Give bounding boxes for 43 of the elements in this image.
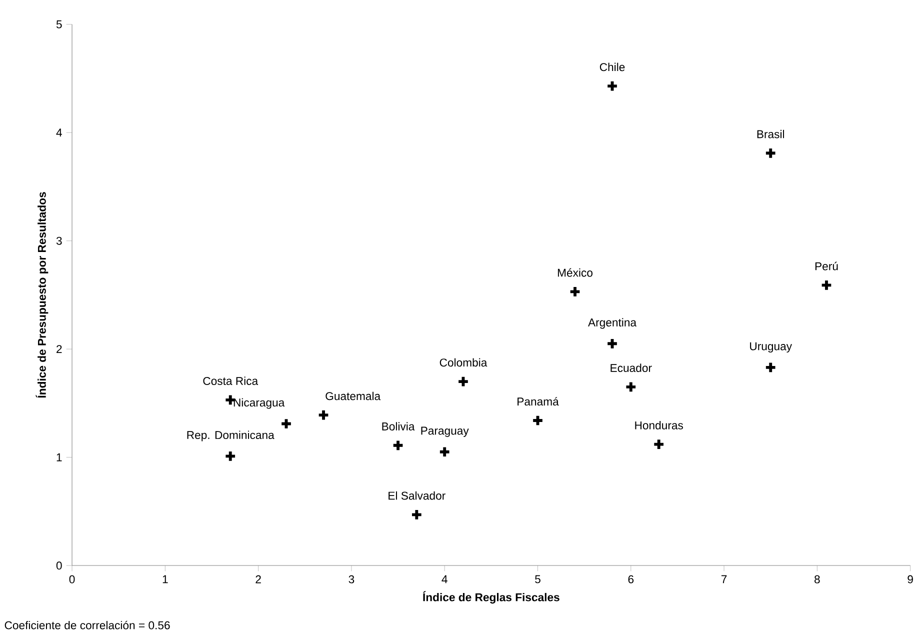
y-tick-label: 0 (56, 562, 62, 570)
x-tick-label: 7 (721, 575, 727, 584)
point (764, 362, 777, 374)
point (392, 439, 404, 452)
annotation: Uruguay (750, 342, 792, 353)
annotation: Argentina (588, 318, 637, 329)
annotation: Paraguay (421, 427, 469, 438)
annotation: Bolivia (382, 422, 415, 431)
annotation: El Salvador (388, 492, 446, 500)
annotation: Honduras (635, 421, 683, 430)
x-tick-label: 3 (348, 576, 354, 584)
annotation: Costa Rica (203, 376, 258, 386)
annotation: Ecuador (610, 364, 652, 372)
x-tick-label: 0 (69, 576, 75, 584)
y-tick-label: 4 (56, 128, 62, 137)
point (532, 414, 544, 427)
annotation: Chile (600, 62, 625, 72)
x-tick-label: 9 (908, 576, 913, 584)
annotation: Rep. Dominicana (187, 430, 274, 442)
point (457, 376, 470, 388)
x-axis-title: Índice de Reglas Fiscales (423, 591, 560, 604)
annotation: Perú (815, 262, 838, 270)
annotation: Colombia (440, 358, 488, 367)
x-tick-label: 8 (814, 576, 820, 584)
x-tick-label: 1 (162, 575, 168, 584)
annotation: Guatemala (326, 392, 381, 400)
point (624, 381, 638, 394)
y-tick-label: 1 (56, 454, 62, 462)
y-tick-label: 3 (56, 237, 62, 246)
point (606, 80, 618, 92)
x-tick-label: 4 (442, 575, 448, 584)
point (317, 409, 330, 422)
annotation: Panamá (518, 397, 559, 406)
x-tick-label: 2 (256, 576, 261, 584)
annotation: Nicaragua (234, 398, 285, 410)
y-tick-label: 5 (56, 20, 62, 29)
annotation: Brasil (757, 130, 784, 138)
x-tick-label: 5 (535, 575, 540, 584)
x-tick-label: 6 (628, 576, 634, 584)
y-axis-title: Índice de Presupuesto por Resultados (36, 192, 48, 398)
text: Coeficiente de correlación = 0.56 (4, 621, 170, 630)
annotation: México (558, 268, 592, 277)
y-tick-label: 2 (56, 345, 62, 354)
